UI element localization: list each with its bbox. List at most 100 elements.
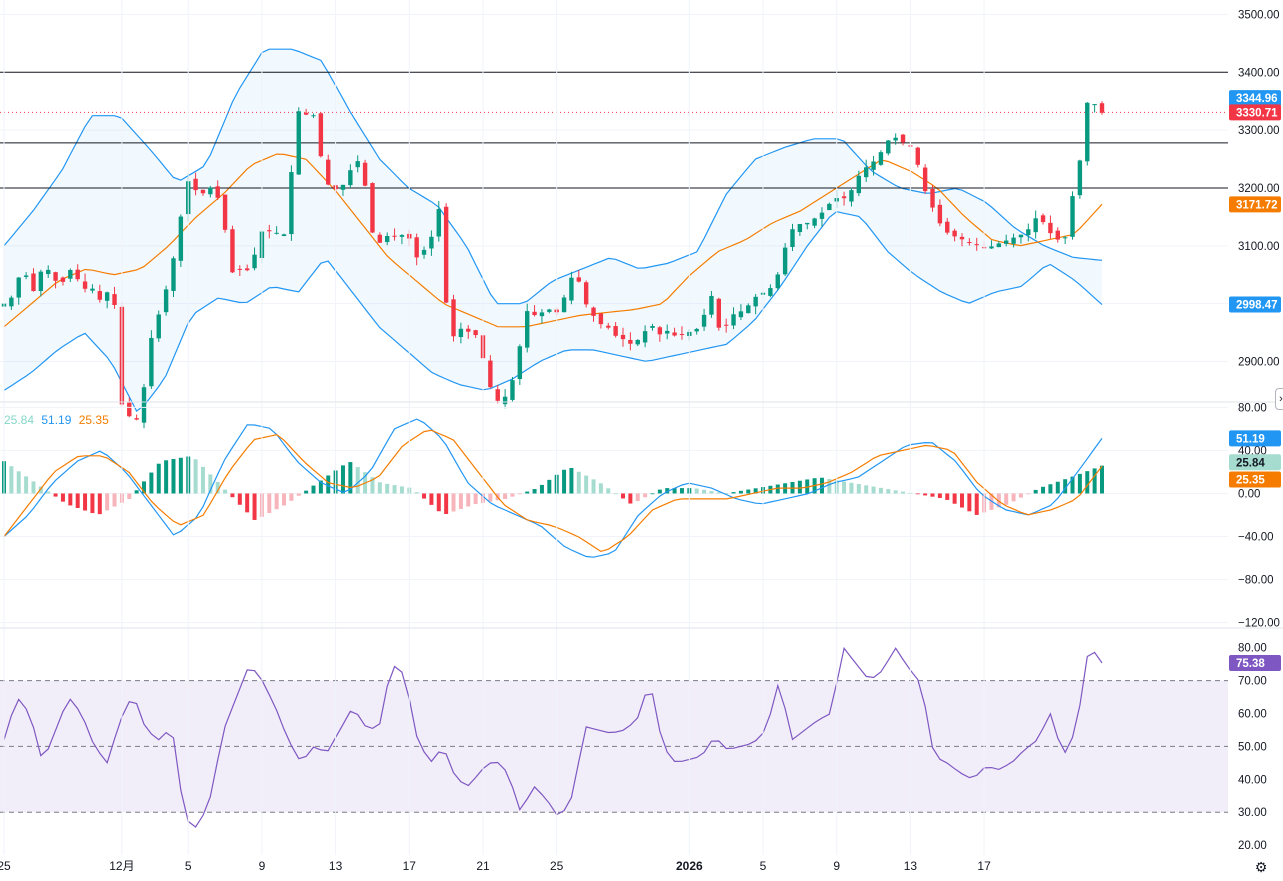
candle-body [709, 295, 714, 315]
candle [959, 233, 965, 247]
candle-body [163, 289, 169, 313]
candle [1033, 210, 1038, 239]
candle [517, 344, 523, 386]
candle-body [97, 291, 102, 300]
candle [915, 146, 920, 168]
candle [318, 112, 324, 158]
macd-histogram-bar [223, 489, 228, 494]
candle-body [399, 235, 405, 237]
macd-histogram-bar [643, 493, 648, 498]
macd-histogram-bar [576, 471, 581, 494]
candle [178, 214, 184, 268]
x-tick-label: 5 [760, 859, 767, 873]
candle-body [193, 178, 198, 191]
candle-body [16, 277, 21, 298]
scroll-right-button[interactable]: › [1275, 388, 1283, 410]
macd-histogram-bar [458, 493, 463, 509]
macd-histogram-bar [488, 493, 493, 502]
candle [326, 154, 331, 186]
macd-histogram-bar [893, 490, 898, 494]
candle-body [591, 307, 596, 316]
macd-histogram-bar [1070, 476, 1075, 494]
candle-body [46, 269, 51, 275]
candle [922, 164, 928, 194]
candle [768, 284, 773, 298]
candle-body [539, 312, 545, 317]
macd-histogram-bar [901, 491, 906, 494]
candle [421, 246, 427, 259]
macd-tick-label: −80.00 [1238, 575, 1274, 587]
candle [642, 325, 648, 348]
candle-body [1026, 229, 1031, 236]
macd-histogram-bar [923, 493, 928, 496]
candle-body [355, 161, 360, 168]
candle [112, 286, 117, 309]
candle-body [517, 346, 523, 380]
macd-histogram-bar [952, 493, 957, 504]
macd-histogram-bar [385, 483, 390, 494]
candle-body [392, 235, 397, 237]
macd-value-tag: 51.19 [1236, 433, 1265, 445]
macd-legend-macd: 51.19 [41, 413, 71, 427]
bollinger-middle-line [3, 153, 1103, 328]
candle-body [340, 184, 346, 190]
macd-histogram-bar [598, 483, 603, 494]
price-tick-label: 3300.00 [1238, 125, 1280, 137]
macd-histogram-bar [1055, 481, 1060, 494]
candle-body [82, 281, 88, 289]
x-tick-label: 13 [904, 859, 918, 873]
candle [392, 228, 397, 241]
candle-body [1018, 234, 1024, 238]
macd-histogram-bar [245, 493, 250, 513]
candle-body [31, 273, 36, 292]
candle [665, 324, 670, 340]
candle [104, 291, 110, 309]
candle-body [1070, 196, 1075, 237]
candle [141, 383, 147, 429]
macd-histogram-bar [90, 493, 95, 514]
macd-histogram-bar [200, 466, 205, 494]
macd-histogram-bar [525, 491, 530, 494]
candle-body [208, 187, 213, 195]
candle-body [23, 275, 29, 277]
macd-histogram-bar [112, 493, 117, 507]
candle-body [620, 334, 626, 340]
candle-body [1011, 237, 1016, 244]
macd-pane [0, 406, 1228, 624]
candle [274, 226, 279, 235]
candle [819, 207, 825, 227]
candle-body [303, 112, 309, 115]
candle-body [878, 152, 884, 165]
candle [856, 170, 862, 197]
macd-histogram-bar [289, 493, 294, 501]
macd-histogram-bar [702, 489, 707, 494]
macd-histogram-bar [473, 493, 478, 505]
candle [782, 243, 788, 277]
macd-histogram-bar [562, 469, 567, 494]
candle [134, 414, 139, 421]
macd-histogram-bar [377, 482, 382, 494]
candle [348, 164, 353, 188]
candle [362, 159, 368, 187]
macd-histogram-bar [628, 493, 633, 504]
macd-histogram-bar [53, 493, 58, 497]
candle [68, 268, 73, 283]
x-tick-label: 13 [329, 859, 343, 873]
candle [296, 107, 301, 175]
settings-gear-icon[interactable]: ⚙ [1254, 859, 1268, 875]
rsi-tick-label: 30.00 [1238, 807, 1267, 819]
rsi-tick-label: 80.00 [1238, 643, 1267, 655]
macd-histogram-bar [945, 493, 950, 500]
candle [620, 327, 626, 347]
candle [303, 108, 309, 116]
candle [945, 217, 950, 235]
macd-histogram-bar [252, 493, 257, 520]
candle-body [819, 212, 825, 219]
candle-body [200, 189, 206, 194]
candle [886, 139, 891, 156]
candle [709, 291, 714, 318]
candle-body [716, 298, 722, 328]
candle [377, 232, 383, 244]
